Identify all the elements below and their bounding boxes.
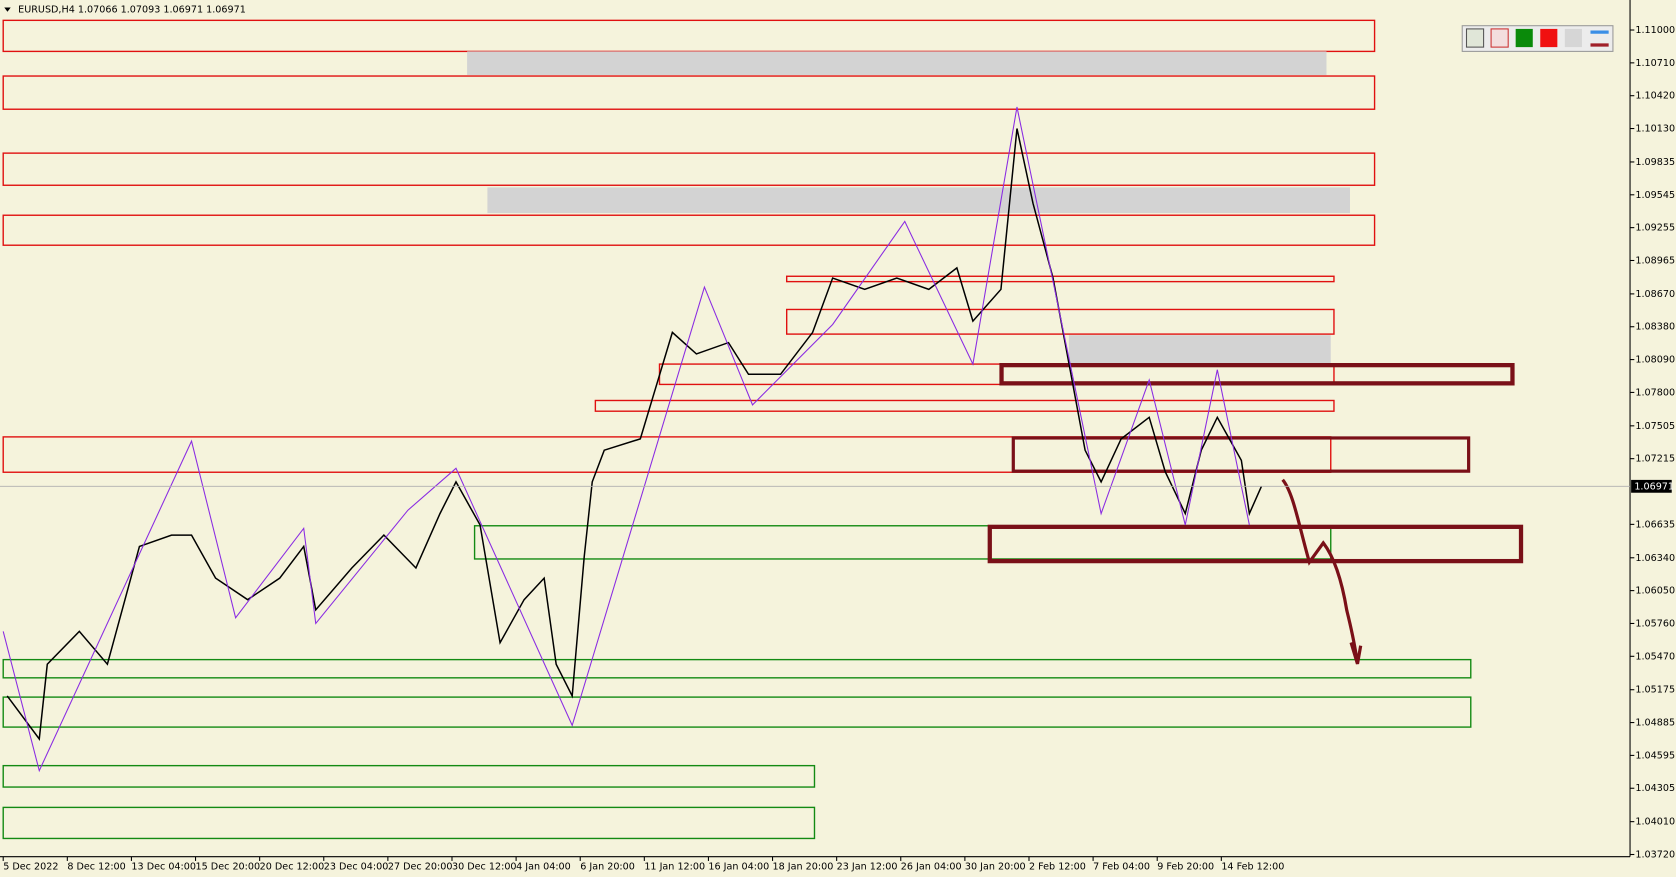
x-tick-label: 5 Dec 2022 <box>3 861 58 872</box>
x-tick-label: 13 Dec 04:00 <box>131 861 196 872</box>
y-tick-label: 1.05760 <box>1635 618 1675 629</box>
gray-zone <box>487 187 1350 214</box>
x-tick-label: 30 Jan 20:00 <box>965 861 1026 872</box>
current-price-label: 1.06971 <box>1634 481 1674 492</box>
tool-button[interactable] <box>1465 28 1485 48</box>
tool-button[interactable] <box>1515 28 1533 48</box>
x-tick-label: 8 Dec 12:00 <box>67 861 125 872</box>
x-tick-label: 6 Jan 20:00 <box>580 861 635 872</box>
support-zone <box>2 696 1472 728</box>
resistance-zone <box>594 399 1335 412</box>
zigzag-line <box>2 106 1250 773</box>
x-tick-label: 14 Feb 12:00 <box>1221 861 1284 872</box>
y-tick-label: 1.04010 <box>1635 817 1675 828</box>
x-tick-label: 7 Feb 04:00 <box>1093 861 1150 872</box>
y-tick-label: 1.03720 <box>1635 849 1675 860</box>
gray-zone <box>1068 335 1331 365</box>
x-tick-label: 26 Jan 04:00 <box>901 861 962 872</box>
y-tick-label: 1.06635 <box>1635 519 1675 530</box>
y-tick-label: 1.10420 <box>1635 91 1675 102</box>
toolbar-frame <box>1461 25 1614 52</box>
support-zone <box>473 525 1332 560</box>
current-price-box <box>1631 479 1672 493</box>
x-tick-label: 15 Dec 20:00 <box>196 861 261 872</box>
y-tick-label: 1.08965 <box>1635 255 1675 266</box>
resistance-zone <box>2 152 1376 186</box>
price-line <box>6 128 1263 741</box>
y-tick-label: 1.06050 <box>1635 586 1675 597</box>
support-zone <box>2 764 816 788</box>
resistance-zone <box>2 75 1376 110</box>
y-tick-label: 1.10130 <box>1635 124 1675 135</box>
title-marker <box>4 7 11 12</box>
y-tick-label: 1.08090 <box>1635 355 1675 366</box>
key-zone <box>999 363 1515 386</box>
support-zone <box>2 658 1472 679</box>
gray-zone <box>467 51 1327 75</box>
y-tick-label: 1.08380 <box>1635 322 1675 333</box>
plot <box>2 106 1263 773</box>
projection-arrow <box>1281 478 1363 665</box>
tool-button[interactable] <box>1540 28 1558 48</box>
x-tick-label: 9 Feb 20:00 <box>1157 861 1214 872</box>
tool-button[interactable] <box>1490 28 1509 48</box>
chart-title: EURUSD,H4 1.07066 1.07093 1.06971 1.0697… <box>18 5 246 16</box>
x-tick-label: 2 Feb 12:00 <box>1029 861 1086 872</box>
y-tick-label: 1.06340 <box>1635 553 1675 564</box>
toolbar <box>1461 25 1614 52</box>
y-tick-label: 1.11000 <box>1635 25 1675 36</box>
y-tick-label: 1.08670 <box>1635 289 1675 300</box>
y-tick-label: 1.04885 <box>1635 718 1675 729</box>
y-tick-label: 1.07505 <box>1635 421 1675 432</box>
x-tick-label: 27 Dec 20:00 <box>388 861 453 872</box>
x-tick-label: 20 Dec 12:00 <box>260 861 325 872</box>
y-tick-label: 1.05470 <box>1635 651 1675 662</box>
y-tick-label: 1.09835 <box>1635 157 1675 168</box>
y-tick-label: 1.09255 <box>1635 223 1675 234</box>
y-tick-label: 1.07800 <box>1635 387 1675 398</box>
resistance-zone <box>785 308 1335 335</box>
zones <box>2 19 1524 840</box>
x-tick-label: 23 Dec 04:00 <box>324 861 389 872</box>
x-tick-label: 18 Jan 20:00 <box>773 861 834 872</box>
resistance-zone <box>2 436 1332 473</box>
resistance-zone <box>2 214 1376 246</box>
resistance-zone <box>785 275 1335 283</box>
y-tick-label: 1.04305 <box>1635 783 1675 794</box>
x-tick-label: 23 Jan 12:00 <box>837 861 898 872</box>
y-tick-label: 1.05175 <box>1635 685 1675 696</box>
y-tick-label: 1.10710 <box>1635 58 1675 69</box>
y-tick-label: 1.09545 <box>1635 190 1675 201</box>
key-zone <box>1011 436 1471 473</box>
key-zone <box>987 524 1524 564</box>
x-tick-label: 30 Dec 12:00 <box>452 861 517 872</box>
y-tick-label: 1.04595 <box>1635 750 1675 761</box>
x-tick-label: 11 Jan 12:00 <box>644 861 705 872</box>
tool-button[interactable] <box>1564 28 1582 48</box>
y-tick-label: 1.07215 <box>1635 454 1675 465</box>
x-tick-label: 16 Jan 04:00 <box>708 861 769 872</box>
x-tick-label: 4 Jan 04:00 <box>516 861 571 872</box>
support-zone <box>2 806 816 840</box>
